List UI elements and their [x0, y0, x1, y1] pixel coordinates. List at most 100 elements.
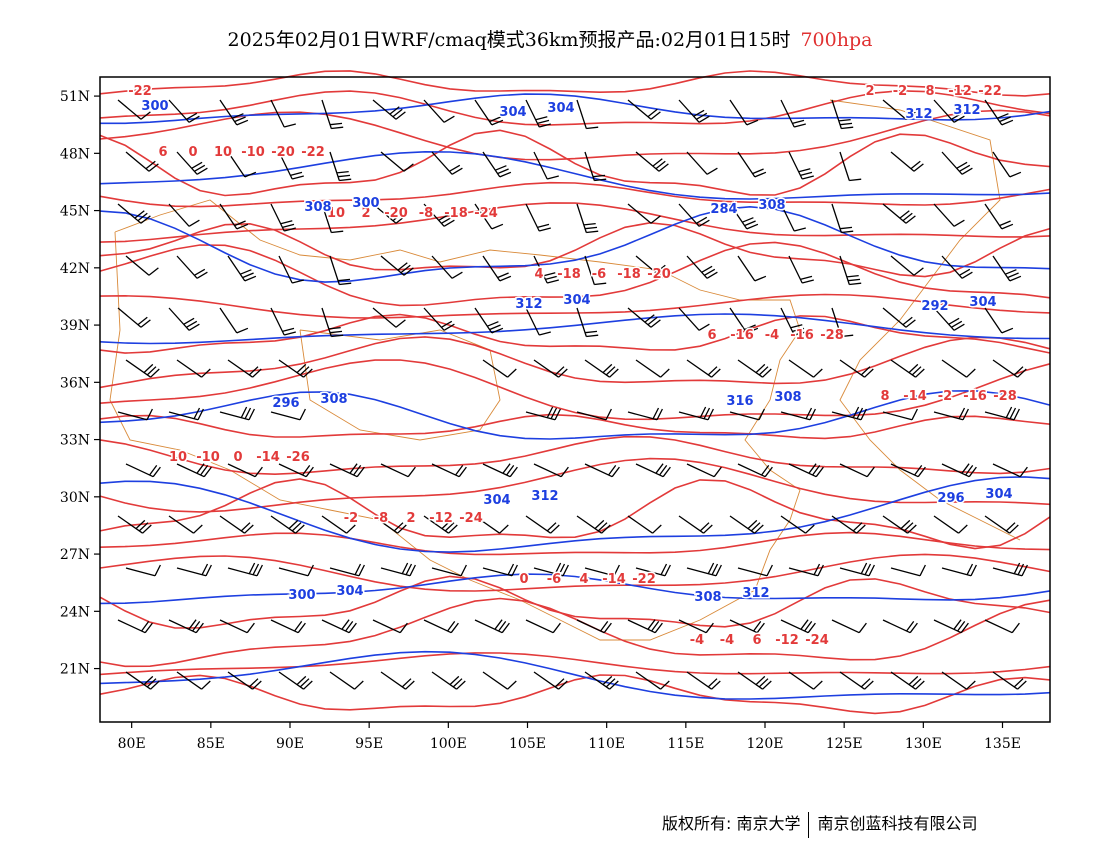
wind-barb: [576, 99, 599, 130]
temperature-contour: [99, 336, 1051, 389]
wind-barb: [992, 463, 1028, 478]
temperature-contour: [99, 652, 1051, 676]
wind-barb: [984, 203, 1014, 230]
temperature-label: -20: [384, 206, 408, 221]
coastline: [829, 99, 1021, 541]
temperature-contour: [99, 241, 1051, 307]
map-axes: 80E 85E 90E 95E 100E 105E 110E 115E 120E 125E 130E…: [60, 89, 1021, 752]
wind-barb: [831, 406, 867, 421]
temperature-contour: [99, 293, 1051, 319]
wind-barb: [627, 307, 661, 328]
wind-barb: [176, 255, 208, 279]
temperature-contour: [99, 181, 1051, 208]
temperature-contour: [99, 70, 1051, 97]
temperature-contour: [99, 359, 1051, 421]
height-label: 308: [320, 392, 347, 407]
height-label: 304: [499, 105, 526, 120]
wind-barb: [533, 255, 559, 284]
wind-barb: [992, 151, 1022, 178]
wind-barb: [125, 151, 159, 172]
temperature-label: 10: [214, 145, 232, 160]
wind-barb: [431, 671, 466, 690]
height-contour: [100, 93, 1051, 125]
height-label: 312: [905, 107, 932, 122]
wind-barb: [227, 255, 257, 282]
height-contour: [99, 150, 1051, 200]
wind-barb: [882, 203, 916, 224]
wind-barb: [380, 255, 414, 276]
wind-barb: [635, 563, 671, 577]
wind-barb: [584, 564, 620, 577]
lat-tick-label: 27N: [60, 547, 90, 563]
wind-barb: [482, 151, 512, 178]
temperature-label: -4: [765, 328, 779, 343]
wind-barb: [219, 515, 254, 534]
temperature-label: -14: [602, 572, 626, 587]
height-label: 300: [352, 196, 379, 211]
chart-title: 2025年02月01日WRF/cmaq模式36km预报产品:02月01日15时 7…: [0, 25, 1100, 52]
temperature-label: -6: [592, 267, 606, 282]
lat-tick-label: 30N: [60, 490, 90, 506]
wind-barb: [329, 563, 365, 577]
wind-barb: [576, 515, 611, 534]
wind-barb: [278, 463, 314, 478]
temperature-label: -8: [419, 206, 433, 221]
wind-barb: [321, 515, 356, 534]
temperature-label: -14: [256, 450, 280, 465]
wind-barb: [117, 203, 151, 224]
wind-barb: [525, 203, 551, 232]
height-contour: [99, 205, 1051, 283]
temperature-label: -20: [647, 267, 671, 282]
wind-barb: [839, 359, 874, 378]
wind-barb: [321, 619, 357, 634]
temperature-labels: -22-22-24-20-28-28-26-24-22-24-22-20-18-…: [127, 83, 1019, 650]
temperature-contour: [99, 531, 1051, 556]
wind-barb: [176, 671, 211, 690]
temperature-label: 2: [361, 206, 370, 221]
wind-barb: [984, 99, 1014, 126]
wind-barb: [882, 99, 916, 120]
wind-barb: [627, 407, 663, 421]
temperature-label: 0: [519, 572, 528, 587]
wind-barb: [125, 255, 159, 276]
wind-barb: [933, 619, 969, 634]
lon-tick-label: 100E: [430, 736, 467, 752]
wind-barb: [125, 564, 161, 577]
temperature-label: 4: [534, 267, 543, 282]
wind-barb: [372, 307, 406, 328]
height-label: 304: [336, 584, 363, 599]
wind-barb: [831, 307, 854, 338]
height-label: 304: [985, 487, 1012, 502]
height-label: 284: [710, 202, 737, 217]
wind-barb: [117, 307, 151, 328]
wind-barb: [584, 359, 619, 378]
wind-barb: [627, 99, 661, 120]
temperature-label: -8: [374, 511, 388, 526]
wind-barb: [882, 408, 918, 421]
wind-barb: [329, 151, 352, 182]
height-contour: [99, 389, 1051, 440]
wind-barb: [584, 671, 619, 690]
wind-barb: [729, 203, 759, 230]
temperature-label: 10: [169, 450, 187, 465]
lon-tick-label: 135E: [984, 736, 1021, 752]
wind-barb: [584, 255, 607, 286]
wind-barbs: [117, 99, 1028, 690]
temperature-label: -22: [301, 145, 325, 160]
lat-tick-label: 39N: [60, 318, 90, 334]
height-label: 292: [921, 299, 948, 314]
wind-barb: [882, 619, 918, 634]
copyright-right: 南京创蓝科技有限公司: [817, 814, 978, 833]
wind-barb: [737, 463, 773, 478]
province-border: [299, 329, 501, 441]
wind-barb: [992, 562, 1028, 577]
wind-barb: [168, 407, 204, 421]
wind-barb: [831, 515, 866, 534]
temperature-label: -14: [903, 389, 927, 404]
wind-barb: [372, 515, 407, 534]
wind-barb: [176, 151, 208, 175]
wind-barb: [933, 515, 968, 534]
wind-barb: [839, 562, 875, 577]
temperature-label: -22: [632, 572, 656, 587]
temperature-label: -12: [775, 633, 799, 648]
